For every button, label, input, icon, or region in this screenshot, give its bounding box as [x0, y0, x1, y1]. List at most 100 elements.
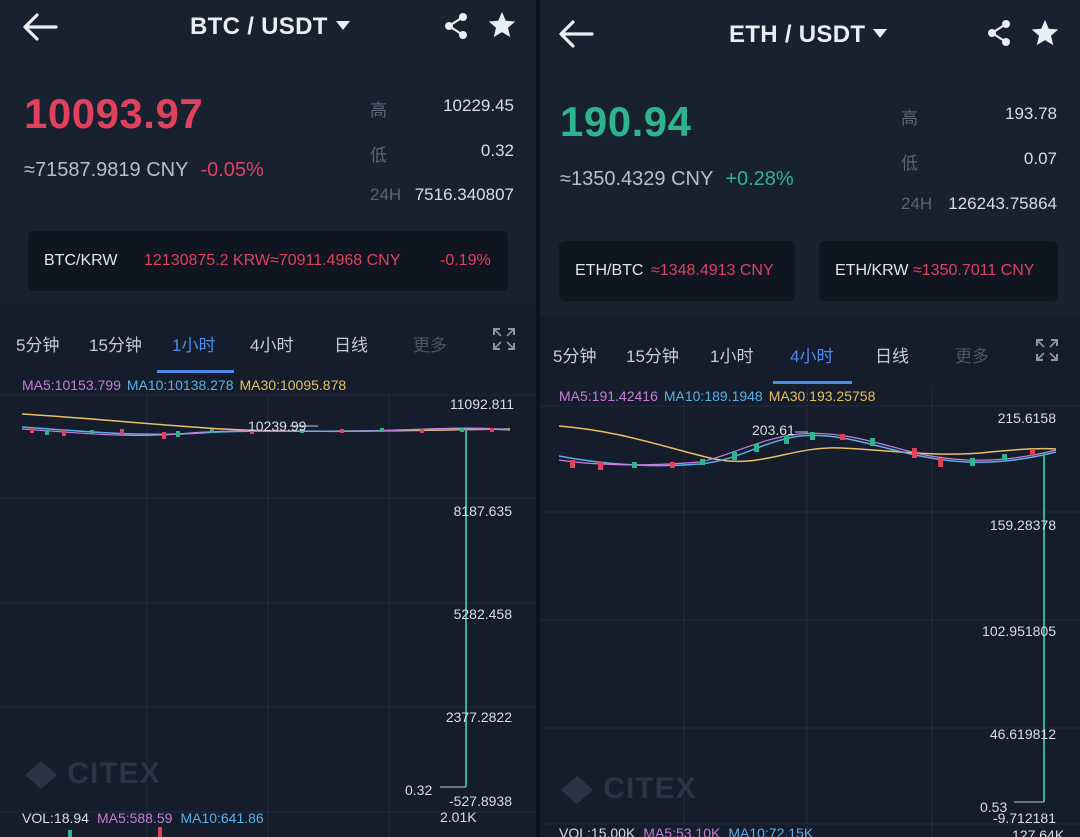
eth-panel: ETH / USDT 190.94 ≈1350.4329 CNY +0.28% 高…	[540, 0, 1080, 837]
tab-more[interactable]: 更多	[413, 336, 447, 355]
last-price: 10093.97	[24, 90, 204, 137]
volume-legend: VOL:18.94 MA5:588.59 MA10:641.86	[22, 810, 272, 826]
stat-value-high: 193.78	[1005, 104, 1057, 123]
stat-value-24h: 7516.340807	[414, 185, 514, 204]
stat-value-high: 10229.45	[443, 96, 514, 115]
ma5-label: MA5:191.42416	[559, 388, 658, 404]
header-area: BTC / USDT 10093.97 ≈71587.9819 CNY -0.05…	[0, 0, 536, 305]
tab-4h[interactable]: 4小时	[250, 336, 294, 355]
tab-more[interactable]: 更多	[955, 347, 989, 366]
axis-label: -527.8938	[449, 793, 512, 809]
pair-title: ETH / USDT	[729, 21, 866, 48]
tab-1h[interactable]: 1小时	[172, 336, 216, 355]
change-percent: -0.05%	[200, 159, 264, 181]
ma-legend: MA5:191.42416 MA10:189.1948 MA30:193.25758	[559, 388, 881, 404]
cross-rate-change: -0.19%	[440, 252, 491, 269]
tab-5min[interactable]: 5分钟	[16, 336, 60, 355]
cny-price: ≈71587.9819 CNY -0.05%	[24, 159, 264, 182]
cross-rate-eth-krw[interactable]: ETH/KRW ≈1350.7011 CNY	[819, 241, 1058, 301]
candlestick-chart[interactable]: MA5:191.42416 MA10:189.1948 MA30:193.25758	[540, 386, 1080, 837]
star-icon[interactable]	[1030, 18, 1060, 48]
volume-legend: VOL:15.00K MA5:53.10K MA10:72.15K	[559, 825, 821, 837]
tab-15min[interactable]: 15分钟	[89, 336, 142, 355]
candlestick-chart[interactable]: MA5:10153.799 MA10:10138.278 MA30:10095.87…	[0, 375, 536, 837]
chevron-down-icon	[335, 21, 350, 31]
active-tab-indicator	[773, 381, 852, 384]
low-marker: 0.53	[980, 799, 1007, 815]
stat-label-24h: 24H	[901, 194, 933, 213]
tab-5min[interactable]: 5分钟	[553, 347, 597, 366]
stat-value-24h: 126243.75864	[948, 194, 1057, 213]
tab-daily[interactable]: 日线	[875, 347, 909, 366]
back-arrow-icon[interactable]	[22, 12, 58, 42]
chevron-down-icon	[873, 29, 888, 39]
watermark: CITEX	[24, 757, 161, 791]
axis-label: 2377.2822	[446, 709, 512, 725]
axis-label: 8187.635	[454, 503, 513, 519]
cross-rate-eth-btc[interactable]: ETH/BTC ≈1348.4913 CNY	[559, 241, 795, 301]
vol-ma10: MA10:72.15K	[728, 825, 814, 837]
stat-label-low: 低	[901, 154, 918, 173]
axis-label: -9.712181	[993, 810, 1056, 826]
stat-label-high: 高	[370, 101, 387, 120]
fullscreen-icon[interactable]	[492, 327, 516, 351]
price-chart-canvas: 215.6158 159.28378 102.951805 46.619812 …	[540, 386, 1080, 837]
star-icon[interactable]	[487, 10, 517, 40]
pair-selector[interactable]: BTC / USDT	[190, 13, 350, 41]
ma5-label: MA5:10153.799	[22, 377, 121, 393]
share-icon[interactable]	[443, 12, 469, 40]
cny-value: ≈71587.9819 CNY	[24, 159, 189, 181]
fullscreen-icon[interactable]	[1035, 338, 1059, 362]
vol-ma5: MA5:53.10K	[643, 825, 721, 837]
candles	[570, 432, 1035, 470]
tab-4h[interactable]: 4小时	[790, 347, 834, 366]
tab-1h[interactable]: 1小时	[710, 347, 754, 366]
stat-label-low: 低	[370, 146, 387, 165]
cross-rate-pair: ETH/KRW	[835, 262, 909, 279]
cross-rate-btc-krw[interactable]: BTC/KRW 12130875.2 KRW≈70911.4968 CNY -0…	[28, 231, 508, 291]
axis-label: 215.6158	[998, 410, 1057, 426]
pair-selector[interactable]: ETH / USDT	[729, 21, 888, 49]
candles	[30, 428, 494, 439]
tab-15min[interactable]: 15分钟	[626, 347, 679, 366]
cross-rate-value: 12130875.2 KRW≈70911.4968 CNY	[144, 252, 401, 269]
active-tab-indicator	[157, 370, 234, 373]
change-percent: +0.28%	[725, 168, 794, 190]
back-arrow-icon[interactable]	[558, 19, 594, 49]
axis-label: 159.28378	[990, 517, 1056, 533]
watermark-text: CITEX	[67, 757, 161, 790]
cross-rate-value: ≈1350.7011 CNY	[913, 262, 1035, 279]
watermark-text: CITEX	[603, 772, 697, 805]
tab-daily[interactable]: 日线	[334, 336, 368, 355]
cny-value: ≈1350.4329 CNY	[560, 168, 714, 190]
low-marker: 0.32	[405, 782, 432, 798]
share-icon[interactable]	[986, 19, 1012, 47]
stat-label-24h: 24H	[370, 185, 402, 204]
header-area: ETH / USDT 190.94 ≈1350.4329 CNY +0.28% 高…	[540, 0, 1080, 316]
axis-label: 46.619812	[990, 726, 1056, 742]
ma10-label: MA10:10138.278	[126, 377, 234, 393]
vol-ma5: MA5:588.59	[96, 810, 173, 826]
interval-tabs: 5分钟 15分钟 1小时 4小时 日线 更多	[0, 305, 536, 375]
ma30-label: MA30:193.25758	[768, 388, 876, 404]
axis-label: 5282.458	[454, 606, 513, 622]
btc-panel: BTC / USDT 10093.97 ≈71587.9819 CNY -0.05…	[0, 0, 536, 837]
ma30-label: MA30:10095.878	[239, 377, 347, 393]
ma10-label: MA10:189.1948	[663, 388, 763, 404]
vol-ma10: MA10:641.86	[180, 810, 264, 826]
high-marker: 203.61	[752, 422, 795, 438]
vol-axis-label: 2.01K	[440, 809, 477, 825]
citex-logo-icon	[25, 761, 57, 790]
cross-rate-pair: ETH/BTC	[575, 262, 644, 279]
stat-value-low: 0.07	[1023, 149, 1057, 168]
cross-rate-value: ≈1348.4913 CNY	[651, 262, 774, 279]
axis-label: 11092.811	[450, 396, 514, 412]
cny-price: ≈1350.4329 CNY +0.28%	[560, 168, 794, 191]
high-marker: 10239.99	[248, 418, 307, 434]
ma-legend: MA5:10153.799 MA10:10138.278 MA30:10095.87…	[22, 377, 352, 393]
vol-value: VOL:15.00K	[559, 825, 636, 837]
stat-value-low: 0.32	[480, 141, 514, 160]
price-chart-canvas: 11092.811 8187.635 5282.458 2377.2822 -5…	[0, 394, 536, 837]
watermark: CITEX	[560, 772, 697, 806]
pair-title: BTC / USDT	[190, 13, 328, 40]
